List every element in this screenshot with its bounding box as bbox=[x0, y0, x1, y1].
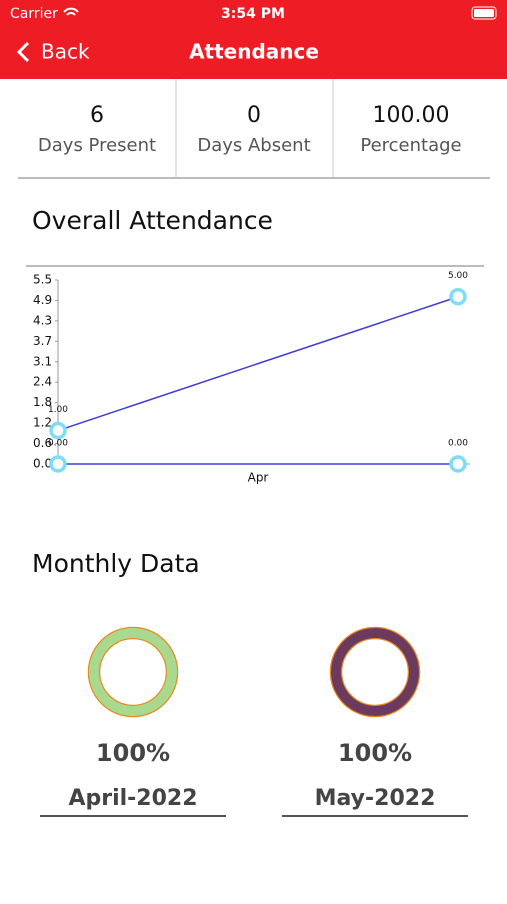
time: 3:54 PM bbox=[221, 6, 285, 22]
nav-title: Attendance bbox=[189, 40, 319, 64]
stat-label: Percentage bbox=[360, 135, 461, 156]
donut-outline bbox=[329, 626, 421, 718]
data-label: 0.00 bbox=[448, 439, 468, 449]
point bbox=[49, 455, 67, 473]
y-tick-label: 2.4 bbox=[33, 375, 52, 389]
battery-level bbox=[474, 9, 494, 17]
battery-icon bbox=[471, 6, 497, 20]
carrier: Carrier bbox=[10, 6, 58, 22]
back-label[interactable]: Back bbox=[41, 40, 90, 64]
stat-value: 100.00 bbox=[373, 103, 450, 128]
y-tick-label: 1.2 bbox=[33, 416, 52, 430]
y-tick-label: 5.5 bbox=[33, 273, 52, 287]
header-bar bbox=[0, 0, 507, 79]
data-label: 5.00 bbox=[448, 271, 468, 281]
percent-label: 100% bbox=[96, 739, 170, 767]
donut-segment bbox=[89, 628, 177, 716]
back-chevron[interactable] bbox=[16, 41, 30, 63]
section-title: Overall Attendance bbox=[32, 206, 273, 235]
y-tick-label: 4.3 bbox=[33, 313, 52, 327]
stat-value: 0 bbox=[247, 103, 261, 128]
stat-label: Days Absent bbox=[197, 135, 310, 156]
month-label: May-2022 bbox=[315, 786, 436, 811]
section-title: Monthly Data bbox=[32, 549, 200, 578]
data-label: 1.00 bbox=[48, 405, 68, 415]
y-tick-label: 3.7 bbox=[33, 334, 52, 348]
y-tick-label: 4.9 bbox=[33, 293, 52, 307]
month-label: April-2022 bbox=[68, 786, 197, 811]
donut-outline bbox=[98, 637, 168, 707]
donut-outline bbox=[87, 626, 179, 718]
stat-label: Days Present bbox=[38, 135, 156, 156]
point bbox=[449, 455, 467, 473]
x-axis-label: Apr bbox=[248, 471, 269, 485]
y-tick-label: 1.8 bbox=[33, 395, 52, 409]
data-label: 0.00 bbox=[48, 439, 68, 449]
point bbox=[449, 287, 467, 306]
y-tick-label: 0.0 bbox=[33, 457, 52, 471]
y-tick-label: 0.6 bbox=[33, 436, 52, 450]
back-button[interactable]: Back bbox=[16, 40, 90, 64]
donut-outline bbox=[340, 637, 410, 707]
percent-label: 100% bbox=[338, 739, 412, 767]
stat-value: 6 bbox=[90, 103, 104, 128]
line bbox=[57, 296, 459, 432]
y-tick-label: 3.1 bbox=[33, 354, 52, 368]
wifi-icon bbox=[63, 7, 79, 16]
donut-segment bbox=[331, 628, 419, 716]
point bbox=[49, 421, 67, 440]
